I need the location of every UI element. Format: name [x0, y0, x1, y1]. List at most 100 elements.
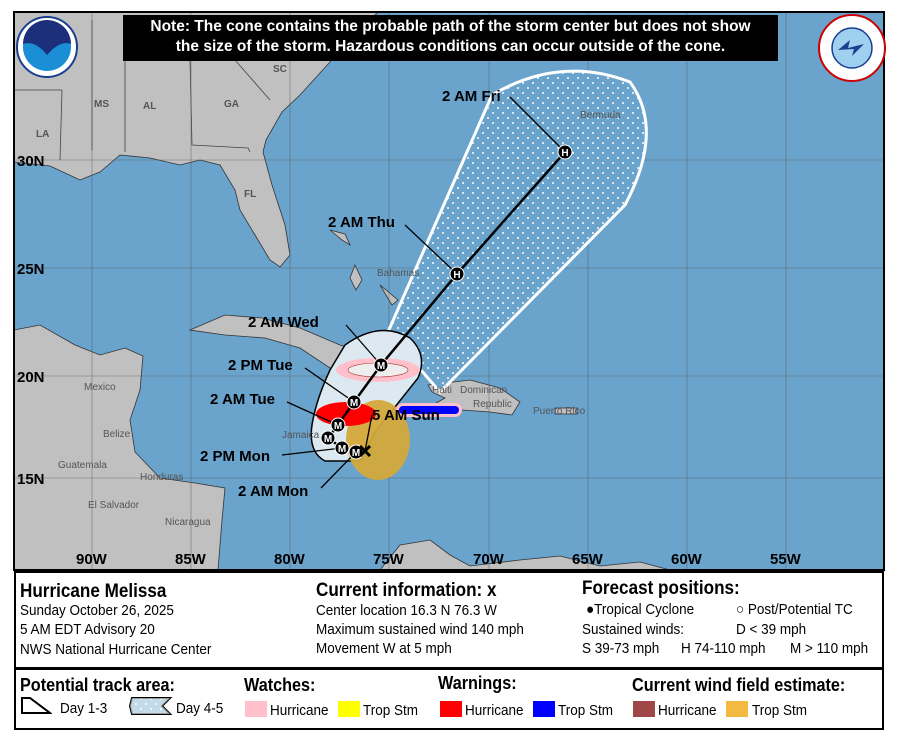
ts-wind-label: Trop Stm	[752, 702, 808, 719]
ts-warning-swatch	[533, 701, 555, 717]
current-info-title: Current information: x	[316, 580, 497, 601]
label-2am-tue: 2 AM Tue	[210, 391, 275, 408]
cone-day-4-5	[386, 69, 648, 395]
forecast-title: Forecast positions:	[582, 578, 740, 599]
center-location: Center location 16.3 N 76.3 W	[316, 602, 497, 619]
svg-text:M: M	[338, 444, 346, 455]
current-position-x-icon	[358, 444, 372, 458]
hurricane-watch-label: Hurricane	[270, 702, 329, 719]
svg-text:M: M	[334, 421, 342, 432]
ts-wind-swatch	[726, 701, 748, 717]
watches-title: Watches:	[244, 675, 316, 695]
place-haiti: Haiti	[432, 385, 452, 396]
max-wind: Maximum sustained wind 140 mph	[316, 621, 524, 638]
hurricane-wind-swatch	[633, 701, 655, 717]
label-2am-fri: 2 AM Fri	[442, 88, 501, 105]
s-scale: S 39-73 mph	[582, 640, 660, 657]
day45-label: Day 4-5	[176, 700, 224, 717]
h-scale: H 74-110 mph	[681, 640, 766, 657]
forecast-point-m-3: M	[320, 430, 336, 446]
hurricane-warning-swatch	[440, 701, 462, 717]
place-bahamas: Bahamas	[377, 268, 419, 279]
place-republic: Republic	[473, 399, 512, 410]
note-line-1: Note: The cone contains the probable pat…	[150, 18, 751, 35]
lon-80w: 80W	[274, 551, 306, 568]
track-area-title: Potential track area:	[20, 675, 175, 695]
hurricane-watch-swatch	[245, 701, 267, 717]
cone-note: Note: The cone contains the probable pat…	[123, 15, 778, 61]
svg-text:M: M	[350, 398, 358, 409]
hurricane-wind-label: Hurricane	[658, 702, 717, 719]
place-nicaragua: Nicaragua	[165, 517, 211, 528]
label-2am-thu: 2 AM Thu	[328, 214, 395, 231]
lat-25n: 25N	[17, 261, 45, 278]
place-belize: Belize	[103, 429, 131, 440]
forecast-point-m-6: M	[373, 357, 389, 373]
forecast-point-h-7: H	[449, 266, 465, 282]
hurricane-warning-label: Hurricane	[465, 702, 524, 719]
forecast-point-h-8: H	[557, 144, 573, 160]
svg-text:H: H	[561, 148, 568, 159]
forecast-point-m-4: M	[330, 417, 346, 433]
m-scale: M > 110 mph	[790, 640, 869, 657]
info-panel: Hurricane Melissa Sunday October 26, 202…	[14, 571, 884, 669]
place-honduras: Honduras	[140, 472, 183, 483]
warnings-title: Warnings:	[438, 673, 517, 693]
label-2pm-mon: 2 PM Mon	[200, 448, 270, 465]
tropical-cyclone-key: ●Tropical Cyclone	[586, 601, 695, 618]
land-puerto-rico	[554, 407, 578, 415]
sustained-winds: Sustained winds:	[582, 621, 685, 638]
place-jamaica: Jamaica	[282, 430, 320, 441]
svg-text:M: M	[352, 448, 360, 459]
place-ms: MS	[94, 99, 109, 110]
movement: Movement W at 5 mph	[316, 640, 452, 657]
lon-55w: 55W	[770, 551, 802, 568]
forecast-point-m-2: M	[334, 440, 350, 456]
map-border	[13, 11, 885, 571]
place-dominican: Dominican	[460, 385, 507, 396]
place-sc: SC	[273, 64, 287, 75]
place-fl: FL	[244, 189, 256, 200]
lon-85w: 85W	[175, 551, 207, 568]
post-potential-key: ○ Post/Potential TC	[736, 601, 853, 618]
day13-label: Day 1-3	[60, 700, 108, 717]
place-la: LA	[36, 129, 49, 140]
filled-circle-icon: ●	[586, 601, 595, 618]
storm-name: Hurricane Melissa	[20, 581, 167, 602]
lat-15n: 15N	[17, 471, 45, 488]
land-south-america	[379, 539, 671, 570]
wind-field-title: Current wind field estimate:	[632, 675, 846, 695]
forecast-point-m-5: M	[346, 394, 362, 410]
place-guatemala: Guatemala	[58, 460, 107, 471]
ts-warning-label: Trop Stm	[558, 702, 614, 719]
d-scale: D < 39 mph	[736, 621, 807, 638]
nws-logo	[818, 14, 886, 82]
lon-70w: 70W	[473, 551, 505, 568]
label-2am-wed: 2 AM Wed	[248, 314, 319, 331]
place-ga: GA	[224, 99, 239, 110]
ts-watch-swatch	[338, 701, 360, 717]
lon-90w: 90W	[76, 551, 108, 568]
day45-cone-icon	[128, 697, 173, 715]
place-el-salvador: El Salvador	[88, 500, 140, 511]
ts-warning-haiti	[399, 406, 459, 414]
svg-text:H: H	[453, 270, 460, 281]
lon-65w: 65W	[572, 551, 604, 568]
lon-75w: 75W	[373, 551, 405, 568]
label-5am-sun: 5 AM Sun	[372, 407, 440, 424]
advisory-date: Sunday October 26, 2025	[20, 602, 174, 619]
svg-text:M: M	[377, 361, 385, 372]
svg-text:M: M	[324, 434, 332, 445]
open-circle-icon: ○	[736, 601, 745, 618]
day13-cone-icon	[21, 697, 52, 714]
x-icon: x	[487, 580, 497, 601]
grid	[14, 12, 884, 570]
lat-30n: 30N	[17, 153, 45, 170]
advisory-number: 5 AM EDT Advisory 20	[20, 621, 155, 638]
lon-60w: 60W	[671, 551, 703, 568]
label-2pm-tue: 2 PM Tue	[228, 357, 293, 374]
note-line-2: the size of the storm. Hazardous conditi…	[175, 38, 726, 55]
place-al: AL	[143, 101, 156, 112]
lat-20n: 20N	[17, 369, 45, 386]
